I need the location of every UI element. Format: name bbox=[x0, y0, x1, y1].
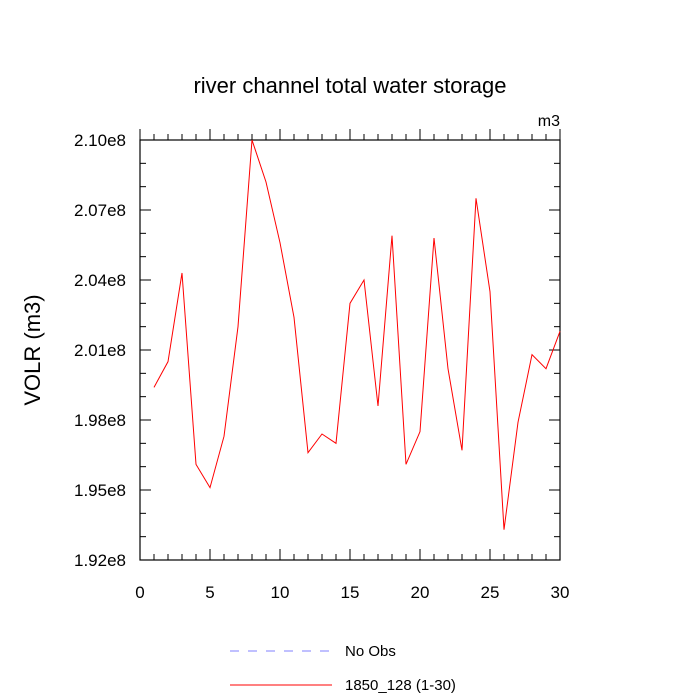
x-tick-label: 30 bbox=[551, 583, 570, 602]
x-tick-labels: 0 5 10 15 20 25 30 bbox=[135, 583, 569, 602]
y-tick-labels: 1.92e8 1.95e8 1.98e8 2.01e8 2.04e8 2.07e8 2.10… bbox=[74, 131, 126, 570]
axis-ticks bbox=[139, 129, 561, 561]
units-label: m3 bbox=[538, 113, 560, 130]
y-tick-label: 1.95e8 bbox=[74, 481, 126, 500]
legend-label: No Obs bbox=[345, 643, 396, 660]
y-tick-label: 2.07e8 bbox=[74, 201, 126, 220]
x-tick-label: 0 bbox=[135, 583, 144, 602]
series-line bbox=[153, 139, 561, 530]
legend-label: 1850_128 (1-30) bbox=[345, 677, 456, 694]
legend: No Obs 1850_128 (1-30) bbox=[230, 643, 456, 694]
x-tick-label: 5 bbox=[205, 583, 214, 602]
plot-frame bbox=[139, 139, 561, 561]
y-axis-label: VOLR (m3) bbox=[20, 294, 45, 405]
y-tick-label: 1.98e8 bbox=[74, 411, 126, 430]
x-tick-label: 10 bbox=[271, 583, 290, 602]
chart-title: river channel total water storage bbox=[193, 73, 506, 98]
x-tick-label: 15 bbox=[341, 583, 360, 602]
x-tick-label: 20 bbox=[411, 583, 430, 602]
y-tick-label: 1.92e8 bbox=[74, 551, 126, 570]
y-tick-label: 2.04e8 bbox=[74, 271, 126, 290]
x-tick-label: 25 bbox=[481, 583, 500, 602]
y-tick-label: 2.01e8 bbox=[74, 341, 126, 360]
y-tick-label: 2.10e8 bbox=[74, 131, 126, 150]
series-layer bbox=[153, 139, 561, 530]
